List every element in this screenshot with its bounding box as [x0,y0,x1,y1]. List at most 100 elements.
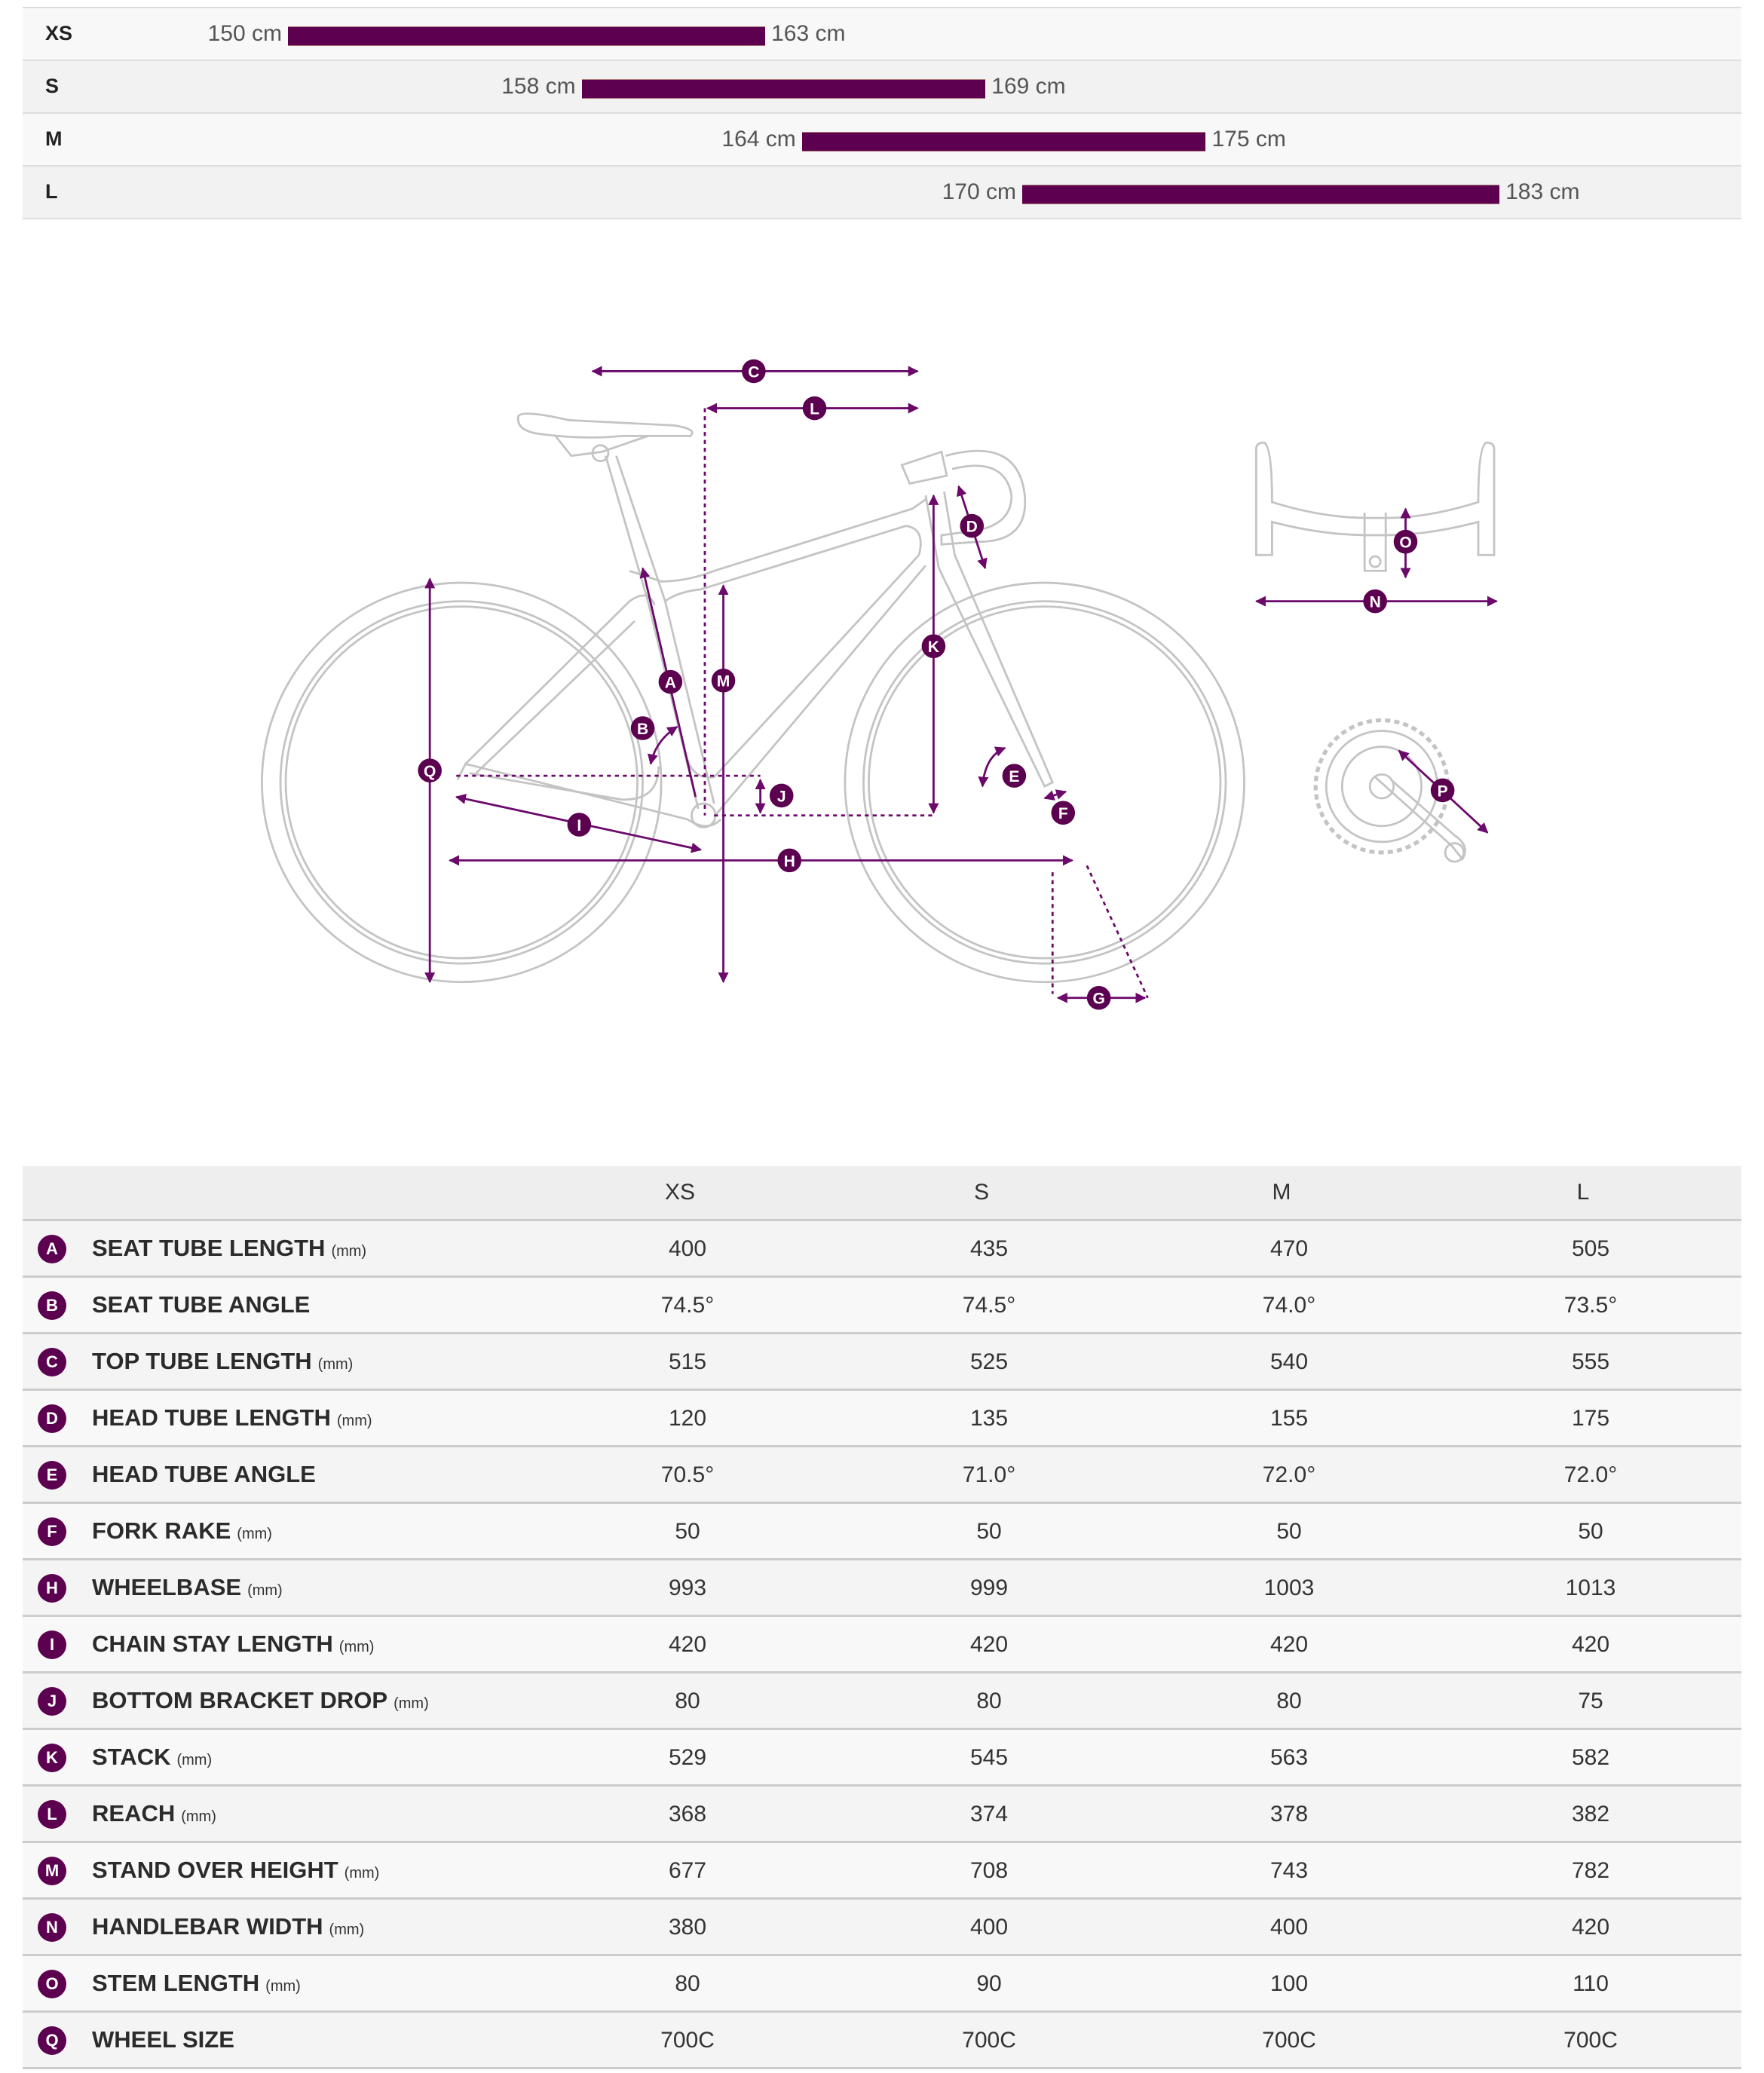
label-letter: C [748,363,759,381]
column-header-xs: XS [664,1180,696,1205]
value-xs: 400 [668,1236,707,1261]
measurement-label: SEAT TUBE LENGTH [92,1235,326,1261]
value-l: 1013 [1565,1575,1616,1600]
value-m: 100 [1269,1971,1309,1996]
value-m: 72.0° [1262,1462,1316,1487]
measurement-badge: K [38,1744,66,1772]
measurement-name: SEAT TUBE ANGLE [92,1291,310,1318]
value-xs: 80 [675,1971,700,1996]
table-row: K STACK (mm) 529 545 563 582 [23,1730,1741,1787]
measurement-badge: E [38,1461,66,1490]
value-l: 72.0° [1563,1462,1618,1487]
measurement-name: HEAD TUBE LENGTH (mm) [92,1404,372,1432]
crank-arm [1374,776,1466,862]
measurement-name: STACK (mm) [92,1744,212,1771]
measurement-name: STAND OVER HEIGHT (mm) [92,1857,379,1884]
measurement-badge: Q [38,2026,66,2055]
label-k: K [921,634,946,659]
value-l: 110 [1573,1971,1609,1996]
seat-stay [464,594,656,774]
measurement-label: STAND OVER HEIGHT [92,1857,338,1883]
label-m: M [711,669,736,693]
measurement-unit: (mm) [338,1639,375,1655]
measurement-unit: (mm) [394,1695,429,1712]
label-letter: J [777,788,786,805]
geometry-table-header: XS S M L [23,1166,1741,1221]
value-s: 545 [969,1745,1009,1770]
measurement-label: SEAT TUBE ANGLE [92,1291,311,1318]
measurement-name: STEM LENGTH (mm) [92,1970,301,1997]
measurement-unit: (mm) [181,1808,216,1825]
measurement-unit: (mm) [247,1582,283,1599]
column-header-l: L [1576,1180,1590,1205]
measurement-label: WHEEL SIZE [92,2026,234,2053]
label-letter: N [1370,594,1381,611]
bike-geometry-diagram: A B C D E F G H I J K L M N O P Q [261,359,1498,1010]
label-j: J [769,783,794,808]
value-m: 50 [1276,1519,1302,1544]
table-row: C TOP TUBE LENGTH (mm) 515 525 540 555 [23,1334,1741,1391]
label-letter: O [1399,534,1411,552]
measurement-name: BOTTOM BRACKET DROP (mm) [92,1687,429,1714]
value-s: 374 [969,1802,1009,1827]
value-m: 700C [1262,2028,1316,2053]
measurement-label: TOP TUBE LENGTH [92,1348,312,1374]
value-xs: 700C [660,2028,715,2053]
value-m: 563 [1269,1745,1309,1770]
rider-height-size-chart: XS 150 cm 163 cm S 158 cm 169 cm M 164 cm 175 cm… [23,7,1741,219]
value-xs: 993 [668,1575,707,1600]
height-range-bar [1022,185,1500,204]
value-s: 50 [976,1519,1002,1544]
measurement-badge: F [38,1517,66,1546]
value-xs: 677 [668,1858,707,1883]
value-m: 155 [1269,1406,1309,1431]
down-tube [686,554,926,818]
measurement-unit: (mm) [331,1243,367,1260]
value-xs: 529 [668,1745,707,1770]
value-xs: 120 [668,1406,707,1431]
value-m: 378 [1269,1802,1309,1827]
measurement-badge: N [38,1913,66,1942]
table-row: Q WHEEL SIZE 700C 700C 700C 700C [23,2013,1741,2069]
label-l: L [802,396,827,421]
value-l: 420 [1571,1915,1610,1940]
measurement-name: SEAT TUBE LENGTH (mm) [92,1235,366,1262]
value-xs: 420 [668,1632,707,1657]
label-letter: M [717,673,730,690]
size-label: XS [45,22,73,44]
value-l: 73.5° [1563,1293,1618,1318]
arrow-e [978,746,1006,788]
value-m: 540 [1269,1349,1309,1374]
chainring [1313,718,1450,855]
top-tube [629,498,926,602]
size-label: S [45,75,60,97]
bottom-bracket [691,802,717,828]
measurement-name: HANDLEBAR WIDTH (mm) [92,1913,364,1940]
label-a: A [658,669,683,694]
column-header-m: M [1272,1180,1291,1205]
measurement-name: WHEELBASE (mm) [92,1574,283,1601]
value-s: 90 [976,1971,1002,1996]
value-xs: 515 [668,1349,707,1374]
measurement-label: BOTTOM BRACKET DROP [92,1687,388,1713]
measurement-name: TOP TUBE LENGTH (mm) [92,1348,353,1375]
value-m: 1003 [1263,1575,1315,1600]
value-m: 80 [1276,1689,1302,1713]
arrow-b [647,726,678,765]
geometry-table: XS S M L A SEAT TUBE LENGTH (mm) 400 435 470 505 B… [23,1166,1741,2069]
max-height: 183 cm [1505,179,1580,204]
value-s: 80 [976,1689,1002,1713]
size-row-m: M 164 cm 175 cm [23,114,1741,167]
value-l: 175 [1571,1406,1610,1431]
value-xs: 380 [668,1915,707,1940]
table-row: B SEAT TUBE ANGLE 74.5° 74.5° 74.0° 73.5° [23,1278,1741,1334]
max-height: 169 cm [991,74,1066,99]
measurement-badge: M [38,1857,66,1885]
label-letter: P [1438,782,1448,800]
front-wheel [844,581,1245,984]
measurement-badge: D [38,1404,66,1433]
value-m: 400 [1269,1915,1309,1940]
label-c: C [742,359,766,384]
measurement-label: HANDLEBAR WIDTH [92,1913,323,1940]
handlebar-front-view [1254,441,1496,572]
